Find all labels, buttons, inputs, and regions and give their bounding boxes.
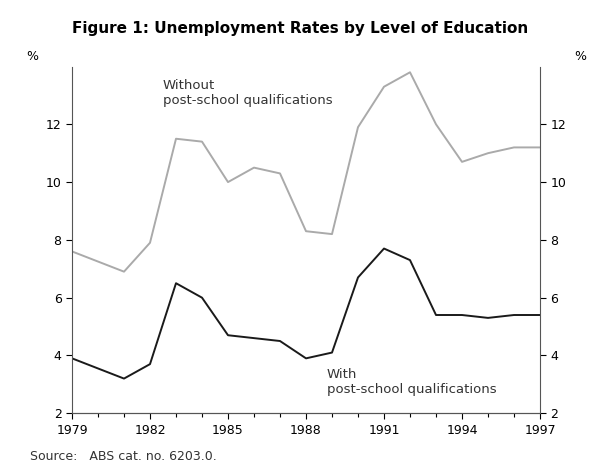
Text: %: % xyxy=(574,50,586,63)
Text: Source:   ABS cat. no. 6203.0.: Source: ABS cat. no. 6203.0. xyxy=(30,450,217,463)
Text: %: % xyxy=(26,50,38,63)
Text: Without
post-school qualifications: Without post-school qualifications xyxy=(163,79,332,107)
Text: Figure 1: Unemployment Rates by Level of Education: Figure 1: Unemployment Rates by Level of… xyxy=(72,21,528,37)
Text: With
post-school qualifications: With post-school qualifications xyxy=(327,369,496,397)
